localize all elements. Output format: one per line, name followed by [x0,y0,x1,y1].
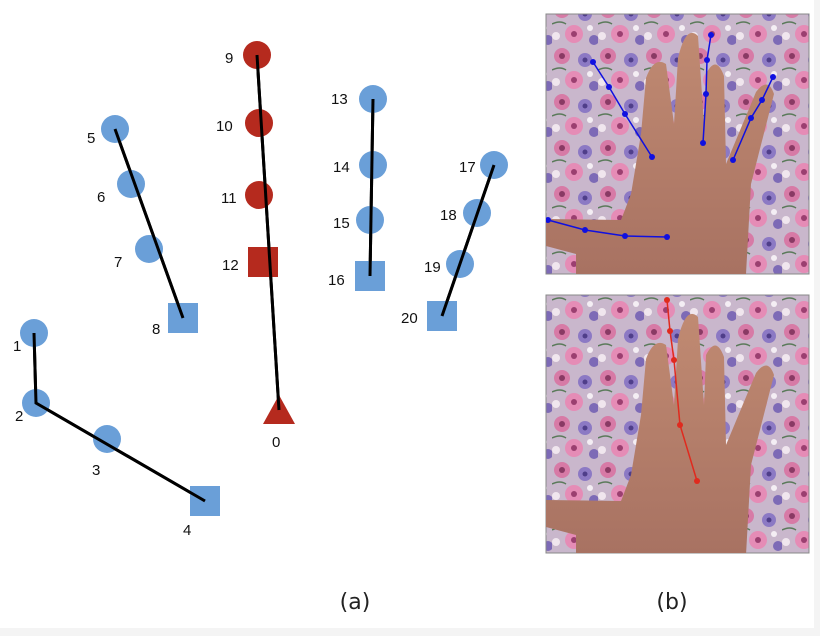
overlay-finger-line [592,61,653,158]
overlay-keypoint [703,91,709,97]
skeleton-line-overlay-finger-17-20 [440,164,496,317]
joint-label-9: 9 [225,50,233,67]
joint-label-3: 3 [92,462,100,479]
joint-label-14: 14 [333,159,350,176]
joint-marker-12 [248,247,278,277]
caption-b: (b) [656,590,687,615]
joint-marker-10 [245,109,273,137]
overlay-keypoint [700,140,706,146]
joint-label-10: 10 [216,118,233,135]
joint-label-13: 13 [331,91,348,108]
overlay-keypoint [730,157,736,163]
overlay-keypoint [622,233,628,239]
overlay-keypoint [582,227,588,233]
photo-bottom [545,294,810,554]
joint-label-17: 17 [459,159,476,176]
overlay-keypoint [748,115,754,121]
overlay-keypoint [671,357,677,363]
overlay-keypoint [546,217,551,223]
overlay-keypoint [667,328,673,334]
skeleton-line-overlay-finger-13-16 [368,98,375,277]
joint-label-5: 5 [87,130,95,147]
joint-marker-3 [93,425,121,453]
overlay-keypoint [664,297,670,303]
joint-label-16: 16 [328,272,345,289]
joint-label-8: 8 [152,321,160,338]
joint-label-19: 19 [424,259,441,276]
overlay-keypoint [770,74,776,80]
overlay-keypoint [622,111,628,117]
overlay-keypoint [677,422,683,428]
overlay-keypoint [649,154,655,160]
joint-marker-11 [245,181,273,209]
joint-label-2: 2 [15,408,23,425]
skeleton-line-overlay-thumb [32,332,206,503]
overlay-keypoint [694,478,700,484]
blue-keypoint-overlay [546,32,776,240]
joint-label-6: 6 [97,189,105,206]
joint-label-11: 11 [221,190,237,207]
overlay-keypoint [590,59,596,65]
joint-label-1: 1 [13,338,21,355]
photo-top [545,13,810,275]
overlay-keypoint [704,57,710,63]
joint-label-20: 20 [401,310,418,327]
overlay-keypoint [708,32,714,38]
caption-a: (a) [340,590,371,615]
overlay-keypoint [606,84,612,90]
overlay-keypoint [759,97,765,103]
skeleton-line-overlay-finger-9-0 [255,54,281,411]
overlay-keypoint [664,234,670,240]
skeleton-line-overlay-finger-5-8 [113,128,185,319]
overlay-finger-line [732,76,774,161]
red-keypoint-overlay [664,297,700,484]
joint-label-15: 15 [333,215,350,232]
joint-label-7: 7 [114,254,122,271]
overlay-finger-line [702,34,712,144]
joint-label-18: 18 [440,207,457,224]
joint-label-12: 12 [222,257,239,274]
overlay-thumb-line [547,219,668,238]
joint-label-4: 4 [183,522,191,539]
joint-label-0: 0 [272,434,280,451]
